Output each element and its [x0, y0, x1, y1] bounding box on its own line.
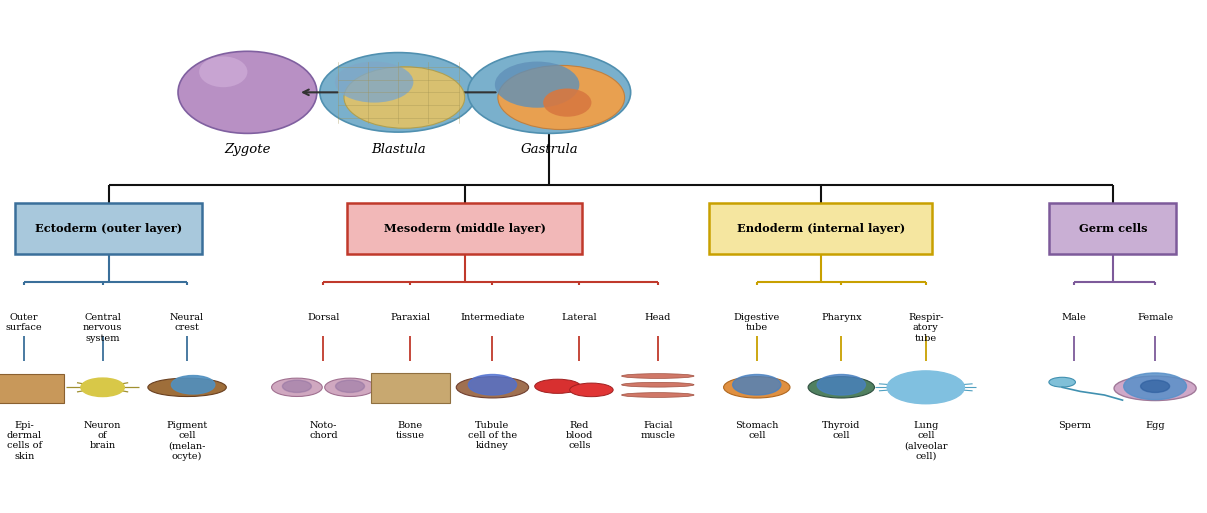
- Text: Intermediate: Intermediate: [460, 313, 525, 322]
- Text: Head: Head: [645, 313, 671, 322]
- Text: Respir-
atory
tube: Respir- atory tube: [908, 313, 944, 343]
- Ellipse shape: [622, 373, 694, 379]
- Text: Male: Male: [1062, 313, 1086, 322]
- Ellipse shape: [456, 377, 529, 398]
- Ellipse shape: [1049, 377, 1075, 387]
- FancyBboxPatch shape: [348, 203, 582, 254]
- Ellipse shape: [344, 67, 465, 128]
- Circle shape: [1141, 380, 1170, 392]
- Ellipse shape: [272, 378, 322, 397]
- Ellipse shape: [809, 377, 874, 398]
- Text: Ectoderm (outer layer): Ectoderm (outer layer): [35, 223, 182, 234]
- Ellipse shape: [320, 53, 477, 132]
- Circle shape: [733, 374, 781, 395]
- Ellipse shape: [495, 62, 579, 108]
- Text: Neuron
of
brain: Neuron of brain: [84, 421, 121, 450]
- Text: Gastrula: Gastrula: [520, 143, 578, 155]
- Text: Pharynx: Pharynx: [821, 313, 862, 322]
- Circle shape: [468, 374, 517, 395]
- Text: Facial
muscle: Facial muscle: [641, 421, 675, 440]
- Ellipse shape: [622, 382, 694, 387]
- Circle shape: [1124, 373, 1186, 400]
- Text: Lung
cell
(alveolar
cell): Lung cell (alveolar cell): [904, 421, 947, 461]
- Text: Epi-
dermal
cells of
skin: Epi- dermal cells of skin: [6, 421, 42, 461]
- FancyBboxPatch shape: [710, 203, 932, 254]
- Text: Stomach
cell: Stomach cell: [735, 421, 779, 440]
- Text: Central
nervous
system: Central nervous system: [83, 313, 122, 343]
- Text: Red
blood
cells: Red blood cells: [566, 421, 593, 450]
- Ellipse shape: [468, 51, 630, 133]
- Text: Zygote: Zygote: [225, 143, 270, 155]
- Text: Egg: Egg: [1145, 421, 1165, 430]
- Ellipse shape: [535, 379, 581, 393]
- Text: Pigment
cell
(melan-
ocyte): Pigment cell (melan- ocyte): [167, 421, 208, 461]
- FancyBboxPatch shape: [0, 374, 64, 403]
- Circle shape: [171, 376, 215, 394]
- Circle shape: [81, 378, 124, 397]
- Circle shape: [282, 380, 311, 392]
- Text: Sperm: Sperm: [1057, 421, 1091, 430]
- Text: Digestive
tube: Digestive tube: [734, 313, 780, 332]
- FancyBboxPatch shape: [14, 203, 202, 254]
- Text: Germ cells: Germ cells: [1079, 223, 1147, 234]
- Text: Female: Female: [1137, 313, 1173, 322]
- Text: Mesoderm (middle layer): Mesoderm (middle layer): [384, 223, 546, 234]
- Ellipse shape: [570, 383, 613, 397]
- Ellipse shape: [199, 56, 247, 87]
- Text: Tubule
cell of the
kidney: Tubule cell of the kidney: [468, 421, 517, 450]
- Ellipse shape: [334, 62, 413, 103]
- Ellipse shape: [622, 392, 694, 398]
- Text: Thyroid
cell: Thyroid cell: [822, 421, 861, 440]
- Text: Lateral: Lateral: [561, 313, 597, 322]
- FancyBboxPatch shape: [371, 373, 450, 403]
- Ellipse shape: [325, 378, 375, 397]
- Text: Outer
surface: Outer surface: [6, 313, 42, 332]
- FancyBboxPatch shape: [1049, 203, 1176, 254]
- Circle shape: [817, 374, 865, 395]
- Text: Blastula: Blastula: [371, 143, 426, 155]
- Ellipse shape: [148, 378, 227, 397]
- Ellipse shape: [723, 377, 789, 398]
- Ellipse shape: [1114, 376, 1196, 401]
- Text: Bone
tissue: Bone tissue: [396, 421, 425, 440]
- Text: Paraxial: Paraxial: [390, 313, 431, 322]
- Ellipse shape: [177, 51, 316, 133]
- Text: Dorsal: Dorsal: [308, 313, 339, 322]
- Text: Neural
crest: Neural crest: [170, 313, 204, 332]
- Text: Noto-
chord: Noto- chord: [309, 421, 338, 440]
- Ellipse shape: [497, 66, 625, 130]
- Ellipse shape: [543, 89, 591, 117]
- Circle shape: [887, 371, 964, 404]
- Circle shape: [336, 380, 365, 392]
- Text: Endoderm (internal layer): Endoderm (internal layer): [736, 223, 905, 234]
